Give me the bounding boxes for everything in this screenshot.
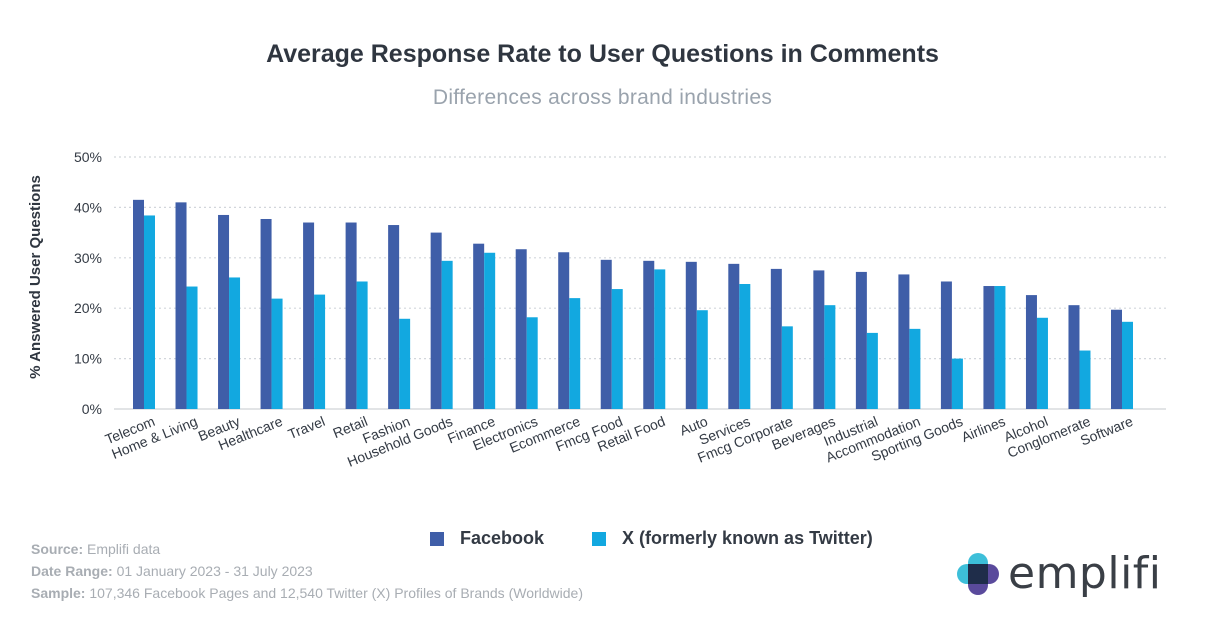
sample-label: Sample: (31, 585, 86, 601)
y-tick-label: 10% (74, 351, 102, 367)
bar-x (229, 277, 241, 409)
bar-facebook (600, 259, 612, 409)
bar-facebook (770, 268, 782, 409)
x-tick-label: Airlines (959, 413, 1008, 445)
bar-x (951, 358, 963, 409)
bar-facebook (345, 222, 357, 409)
date-range-label: Date Range: (31, 563, 113, 579)
bar-x (399, 318, 411, 409)
bar-x (781, 326, 793, 409)
source-label: Source: (31, 541, 84, 557)
bar-x (526, 317, 538, 409)
bar-facebook (940, 281, 952, 409)
bar-facebook (218, 214, 230, 409)
bar-facebook (430, 232, 442, 409)
bar-facebook (1068, 305, 1080, 409)
bar-facebook (983, 286, 995, 409)
bar-x (866, 332, 878, 409)
bar-x (314, 294, 326, 409)
legend-item-facebook: Facebook (430, 528, 544, 549)
date-range-value: 01 January 2023 - 31 July 2023 (116, 563, 313, 579)
bar-x (909, 328, 921, 409)
y-tick-label: 0% (82, 401, 102, 417)
bar-facebook (643, 260, 655, 409)
bar-facebook (260, 218, 272, 409)
bar-x (994, 286, 1006, 409)
bar-facebook (1025, 295, 1037, 409)
bar-x (1122, 321, 1133, 409)
bar-x (611, 289, 623, 409)
chart-title: Average Response Rate to User Questions … (266, 40, 939, 68)
chart-subtitle: Differences across brand industries (432, 86, 773, 109)
bar-x (696, 310, 708, 409)
y-tick-label: 40% (74, 199, 102, 215)
bar-x (356, 281, 368, 409)
bar-facebook (175, 202, 187, 409)
sample-line: Sample: 107,346 Facebook Pages and 12,54… (31, 582, 583, 604)
bar-x (186, 286, 198, 409)
source-line: Source: Emplifi data (31, 538, 583, 560)
bar-facebook (558, 252, 570, 409)
emplifi-logo: emplifi (956, 548, 1162, 599)
logo-text: emplifi (1008, 548, 1162, 599)
bar-x (484, 252, 496, 409)
y-tick-label: 30% (74, 250, 102, 266)
bar-facebook (813, 270, 825, 409)
bar-facebook (303, 222, 315, 409)
bar-x (739, 284, 751, 409)
bar-facebook (728, 263, 740, 409)
emplifi-logo-icon (957, 552, 999, 595)
source-notes: Source: Emplifi data Date Range: 01 Janu… (31, 538, 583, 604)
legend-swatch-x (592, 531, 607, 546)
y-axis-title: % Answered User Questions (27, 175, 44, 379)
y-tick-label: 20% (74, 300, 102, 316)
date-range-line: Date Range: 01 January 2023 - 31 July 20… (31, 560, 583, 582)
bar-x (1079, 350, 1091, 409)
bar-x (144, 215, 155, 409)
bar-facebook (133, 199, 144, 409)
bar-facebook (1111, 309, 1122, 409)
bar-x (569, 298, 581, 409)
legend-swatch-facebook (430, 531, 444, 546)
bar-facebook (388, 225, 400, 409)
bar-facebook (855, 271, 867, 409)
bar-facebook (473, 243, 485, 409)
legend-label-facebook: Facebook (460, 528, 545, 548)
bar-facebook (685, 261, 697, 409)
bar-facebook (898, 274, 910, 409)
legend-item-x: X (formerly known as Twitter) (592, 528, 873, 549)
bar-facebook (515, 249, 527, 409)
bar-x (271, 298, 283, 409)
source-value: Emplifi data (87, 541, 161, 557)
y-tick-label: 50% (74, 149, 102, 165)
bar-x (654, 269, 666, 409)
bar-x (1036, 317, 1048, 409)
x-tick-label: Travel (286, 413, 328, 442)
bar-x (824, 305, 836, 409)
legend: Facebook X (formerly known as Twitter) (430, 528, 921, 549)
legend-label-x: X (formerly known as Twitter) (622, 528, 873, 548)
sample-value: 107,346 Facebook Pages and 12,540 Twitte… (89, 585, 583, 601)
bar-x (441, 260, 453, 409)
